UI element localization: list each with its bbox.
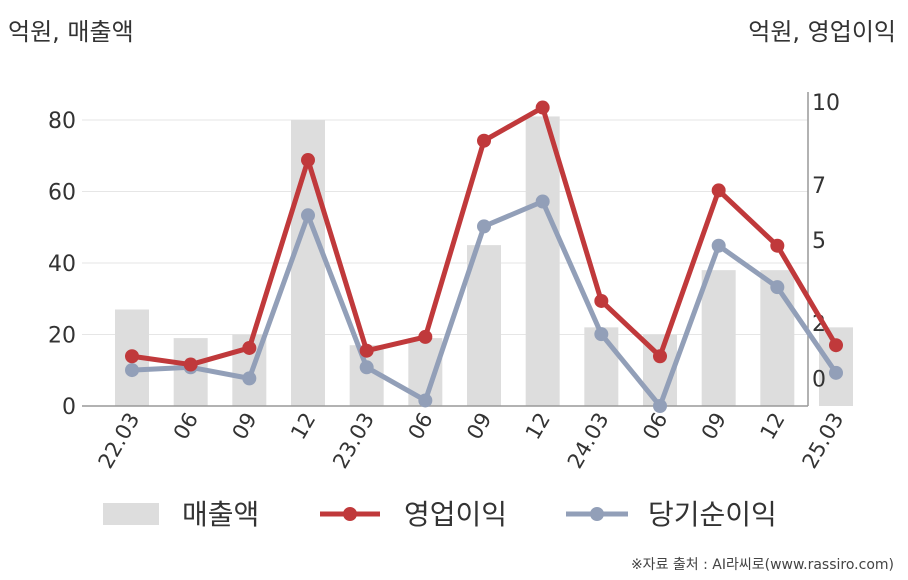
- series-point: [711, 183, 726, 198]
- series-point: [359, 360, 374, 375]
- series-point: [242, 340, 257, 355]
- x-tick-label: 09: [697, 409, 731, 444]
- series-point: [829, 338, 843, 353]
- x-tick-label: 06: [638, 409, 672, 444]
- legend-marker-operating-profit: [343, 507, 357, 521]
- y-left-tick-label: 40: [48, 252, 76, 277]
- y-left-tick-label: 60: [48, 181, 76, 206]
- y-left-tick-label: 20: [48, 324, 76, 349]
- series-point: [653, 399, 667, 413]
- x-tick-label: 09: [462, 409, 496, 444]
- series-point: [125, 363, 139, 378]
- revenue-bar: [467, 245, 501, 406]
- series-point: [535, 194, 550, 209]
- x-tick-label: 22.03: [93, 409, 144, 473]
- series-point: [418, 329, 433, 344]
- y-right-tick-label: 7: [812, 174, 826, 199]
- y-right-tick-label: 10: [812, 91, 840, 116]
- legend-swatch-revenue: [103, 503, 159, 525]
- source-note: ※자료 출처 : AI라씨로(www.rassiro.com): [630, 557, 894, 573]
- y-left-tick-label: 0: [62, 395, 76, 420]
- x-tick-label: 24.03: [563, 409, 614, 473]
- series-point: [301, 208, 315, 223]
- x-tick-label: 12: [756, 409, 790, 444]
- legend-label-operating-profit: 영업이익: [404, 498, 507, 531]
- series-point: [183, 357, 198, 372]
- legend-label-revenue: 매출액: [182, 498, 259, 531]
- profit-lines: [125, 100, 843, 413]
- series-point: [770, 238, 785, 253]
- series-point: [359, 343, 374, 358]
- series-point: [535, 100, 550, 115]
- series-point: [477, 133, 491, 148]
- series-point: [125, 349, 139, 364]
- legend-marker-net-income: [590, 507, 604, 521]
- right-axis-unit-label: 억원, 영업이익: [748, 18, 896, 46]
- legend: 매출액 영업이익 당기순이익: [103, 498, 777, 531]
- left-axis-unit-label: 억원, 매출액: [8, 18, 134, 46]
- series-point: [301, 153, 315, 168]
- y-right-tick-label: 5: [812, 229, 826, 254]
- y-right-tick-label: 0: [812, 367, 826, 392]
- series-point: [418, 393, 433, 408]
- series-point: [594, 327, 609, 342]
- series-point: [242, 371, 257, 386]
- revenue-bar: [701, 270, 736, 406]
- x-tick-label: 12: [286, 409, 320, 444]
- series-point: [653, 349, 667, 364]
- series-point: [711, 238, 726, 253]
- x-tick-label: 06: [404, 409, 438, 444]
- x-tick-label: 12: [521, 409, 555, 444]
- revenue-bar: [525, 116, 560, 407]
- series-point: [829, 365, 843, 380]
- series-point: [594, 293, 609, 308]
- y-left-tick-label: 80: [48, 109, 76, 134]
- series-point: [477, 219, 491, 234]
- x-tick-label: 09: [228, 409, 262, 444]
- x-tick-label: 25.03: [797, 409, 848, 473]
- series-point: [770, 280, 785, 295]
- x-tick-label: 23.03: [328, 409, 379, 473]
- x-tick-label: 06: [169, 409, 203, 444]
- legend-label-net-income: 당기순이익: [648, 498, 777, 531]
